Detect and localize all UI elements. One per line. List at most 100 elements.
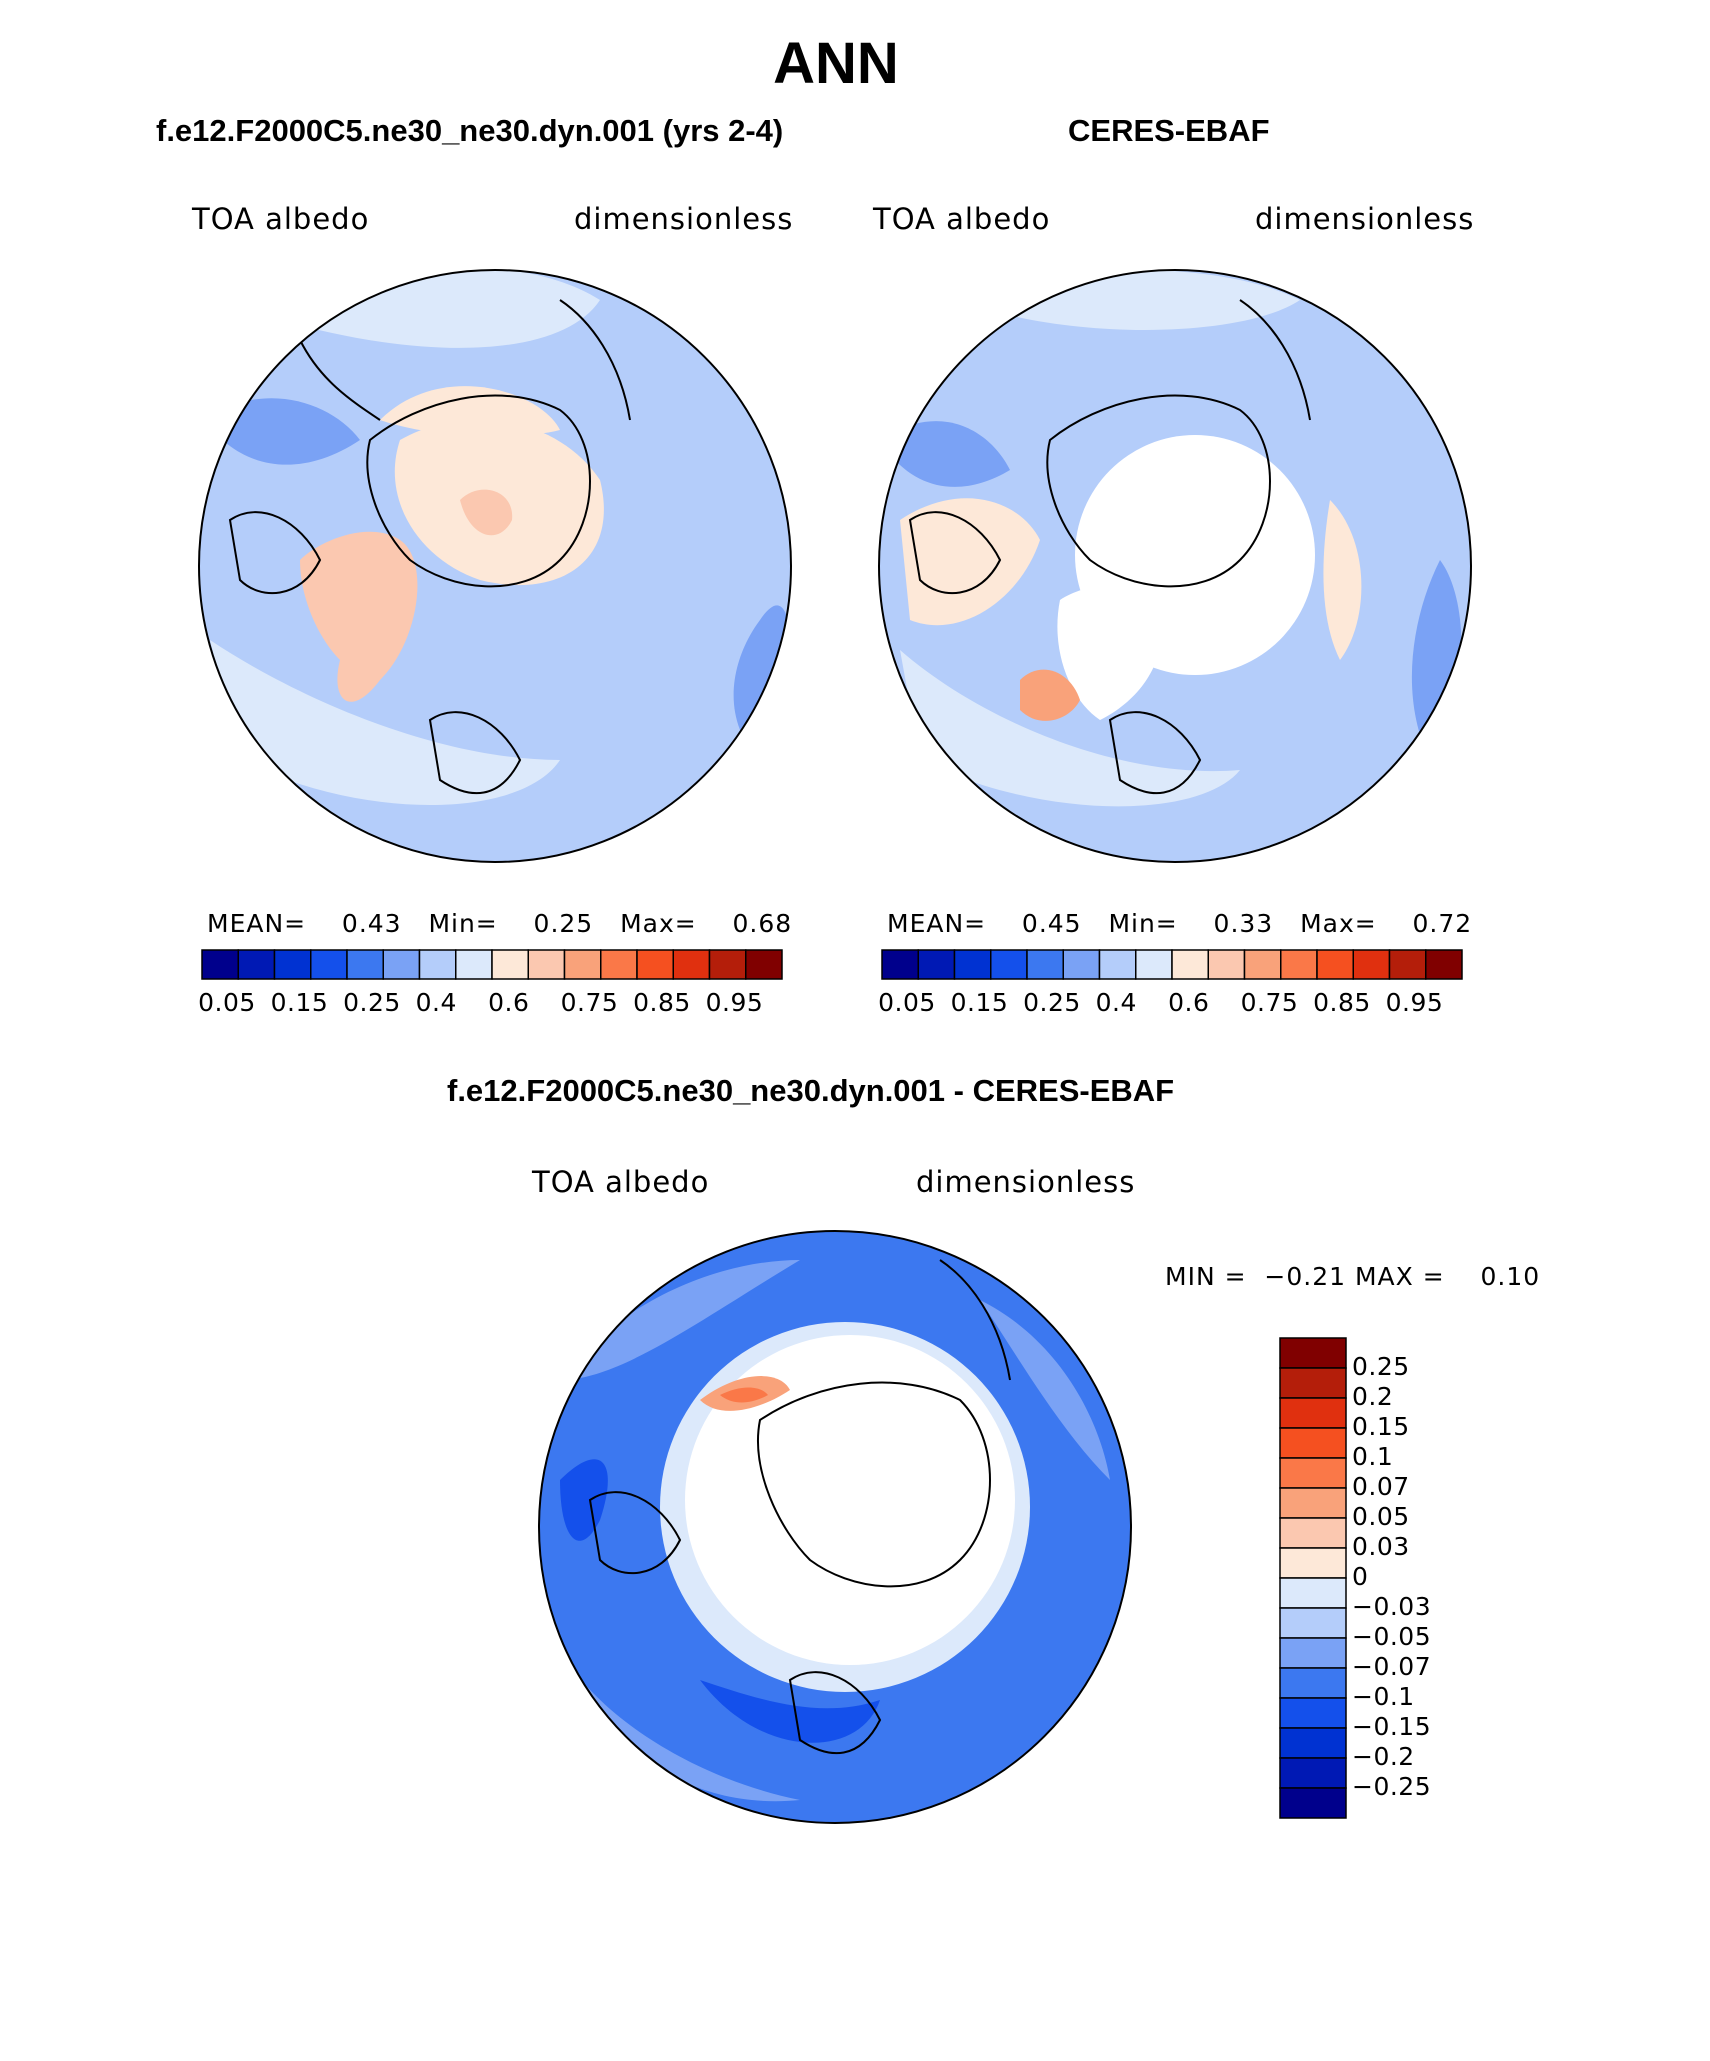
panel-1-stats: MEAN= 0.43 Min= 0.25 Max= 0.68 (207, 909, 792, 938)
colorbar-box (273, 949, 312, 980)
colorbar-box (1279, 1547, 1347, 1579)
colorbar-box (1316, 949, 1354, 980)
colorbar-box (600, 949, 638, 980)
colorbar-box (527, 949, 566, 980)
colorbar-box (1279, 1697, 1347, 1729)
colorbar-box (346, 949, 384, 980)
panel-2-variable: TOA albedo (873, 202, 1051, 236)
panel-3-variable: TOA albedo (532, 1165, 710, 1199)
colorbar-tick-label: 0.85 (633, 988, 691, 1017)
colorbar-tick-label: 0.03 (1352, 1532, 1410, 1561)
colorbar-tick-label: 0.4 (415, 988, 457, 1017)
colorbar-box (1280, 949, 1318, 980)
colorbar-box (881, 949, 919, 980)
colorbar-tick-label: 0 (1352, 1562, 1369, 1591)
colorbar-tick-label: 0.75 (560, 988, 619, 1017)
colorbar-tick-label: 0.25 (1352, 1352, 1410, 1381)
colorbar-tick-label: 0.15 (1352, 1412, 1410, 1441)
colorbar-box (1388, 949, 1427, 980)
min-value: 0.25 (533, 909, 594, 938)
colorbar-tick-label: 0.85 (1313, 988, 1371, 1017)
colorbar-tick-label: −0.07 (1352, 1652, 1432, 1681)
colorbar-box (1135, 949, 1173, 980)
colorbar-tick-label: −0.03 (1352, 1592, 1432, 1621)
colorbar-tick-label: 0.6 (1168, 988, 1210, 1017)
colorbar-box (310, 949, 348, 980)
colorbar-tick-label: −0.25 (1352, 1772, 1432, 1801)
panel-3-stats: MIN = −0.21 MAX = 0.10 (1165, 1262, 1541, 1291)
panel-1-variable: TOA albedo (192, 202, 370, 236)
colorbar-tick-label: 0.2 (1352, 1382, 1394, 1411)
colorbar-box (1279, 1517, 1347, 1549)
panel-1-map (198, 269, 792, 863)
colorbar-box (1243, 949, 1282, 980)
panel-1-units: dimensionless (574, 202, 794, 236)
panel-1-title: f.e12.F2000C5.ne30_ne30.dyn.001 (yrs 2-4… (156, 113, 784, 148)
panel-3-map (538, 1230, 1132, 1824)
colorbar-box (1279, 1667, 1347, 1699)
panel-2-map (878, 269, 1472, 863)
colorbar-box (1207, 949, 1246, 980)
min-value: 0.33 (1213, 909, 1274, 938)
colorbar-tick-label: −0.05 (1352, 1622, 1432, 1651)
colorbar-box (1279, 1577, 1347, 1609)
colorbar-tick-label: 0.05 (878, 988, 936, 1017)
colorbar-tick-label: 0.05 (1352, 1502, 1410, 1531)
colorbar-box (1352, 949, 1391, 980)
colorbar-box (1279, 1367, 1347, 1399)
panel-1-colorbar (201, 949, 783, 980)
colorbar-box (745, 949, 783, 980)
panel-3-title: f.e12.F2000C5.ne30_ne30.dyn.001 - CERES-… (447, 1073, 1175, 1108)
max-label: Max= (1300, 909, 1377, 938)
colorbar-box (990, 949, 1028, 980)
colorbar-box (1279, 1757, 1347, 1789)
colorbar-box (708, 949, 747, 980)
colorbar-box (917, 949, 956, 980)
max-label: Max= (620, 909, 697, 938)
colorbar-box (1279, 1427, 1347, 1459)
panel-3-units: dimensionless (916, 1165, 1136, 1199)
colorbar-tick-label: 0.6 (488, 988, 530, 1017)
colorbar-box (563, 949, 602, 980)
mean-value: 0.43 (341, 909, 402, 938)
colorbar-box (1026, 949, 1064, 980)
colorbar-box (1098, 949, 1137, 980)
colorbar-box (1062, 949, 1101, 980)
max-value: 0.68 (732, 909, 793, 938)
panel-2-colorbar (881, 949, 1463, 980)
colorbar-box (1171, 949, 1209, 980)
colorbar-tick-label: −0.15 (1352, 1712, 1432, 1741)
colorbar-box (953, 949, 992, 980)
colorbar-box (382, 949, 421, 980)
panel-2-title: CERES-EBAF (1068, 113, 1270, 148)
colorbar-box (1279, 1397, 1347, 1429)
colorbar-box (1425, 949, 1463, 980)
colorbar-box (1279, 1487, 1347, 1519)
colorbar-tick-label: 0.07 (1352, 1472, 1410, 1501)
colorbar-tick-label: 0.75 (1240, 988, 1299, 1017)
colorbar-box (201, 949, 239, 980)
colorbar-box (672, 949, 711, 980)
colorbar-tick-label: 0.4 (1095, 988, 1137, 1017)
colorbar-tick-label: −0.1 (1352, 1682, 1415, 1711)
max-value: 0.72 (1412, 909, 1473, 938)
colorbar-box (1279, 1637, 1347, 1669)
colorbar-tick-label: 0.25 (343, 988, 401, 1017)
colorbar-tick-label: −0.2 (1352, 1742, 1415, 1771)
colorbar-box (491, 949, 529, 980)
colorbar-box (1279, 1457, 1347, 1489)
mean-label: MEAN= (887, 909, 987, 938)
colorbar-tick-label: 0.05 (198, 988, 256, 1017)
figure-title: ANN (773, 31, 899, 96)
colorbar-tick-label: 0.1 (1352, 1442, 1394, 1471)
colorbar-box (1279, 1607, 1347, 1639)
mean-label: MEAN= (207, 909, 307, 938)
colorbar-box (1279, 1337, 1347, 1369)
min-label: Min= (1108, 909, 1178, 938)
min-label: Min= (428, 909, 498, 938)
mean-value: 0.45 (1021, 909, 1082, 938)
colorbar-box (418, 949, 457, 980)
panel-3-colorbar (1279, 1337, 1347, 1819)
colorbar-box (636, 949, 674, 980)
